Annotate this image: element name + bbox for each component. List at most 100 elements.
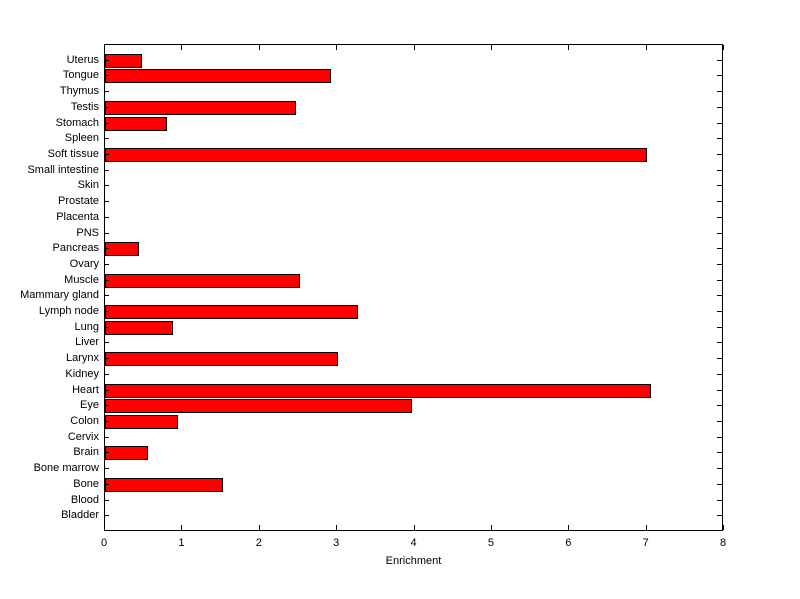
y-tick-mark-left [104, 123, 109, 124]
y-tick-mark-left [104, 107, 109, 108]
y-tick-mark-right [717, 342, 722, 343]
y-tick-mark-left [104, 342, 109, 343]
y-tick-label: Spleen [64, 132, 99, 145]
bar-pancreas [105, 242, 140, 257]
y-tick-label: Stomach [55, 116, 99, 129]
y-tick-mark-right [717, 295, 722, 296]
y-tick-mark-right [717, 484, 722, 485]
x-tick-mark-top [181, 45, 182, 50]
x-tick-label: 8 [719, 537, 727, 549]
y-tick-label: Liver [75, 336, 99, 349]
y-tick-label: Thymus [59, 85, 99, 98]
x-axis-label: Enrichment [385, 555, 442, 567]
x-tick-mark-top [491, 45, 492, 50]
y-tick-mark-left [104, 201, 109, 202]
y-tick-mark-right [717, 60, 722, 61]
bar-bone [105, 477, 223, 492]
y-tick-mark-left [104, 233, 109, 234]
plot-area [104, 44, 723, 531]
x-tick-label: 6 [565, 537, 572, 549]
x-tick-mark-bottom [181, 525, 182, 530]
bar-eye [105, 399, 412, 414]
x-tick-label: 0 [100, 537, 108, 549]
x-tick-label: 7 [642, 537, 649, 549]
x-tick-mark-top [104, 45, 105, 50]
y-tick-mark-left [104, 154, 109, 155]
y-tick-label: Bone [73, 477, 99, 490]
y-tick-mark-right [717, 217, 722, 218]
y-tick-mark-right [717, 452, 722, 453]
y-tick-mark-left [104, 295, 109, 296]
bar-testis [105, 100, 296, 115]
y-tick-mark-right [717, 91, 722, 92]
y-tick-mark-right [717, 248, 722, 249]
y-tick-mark-right [717, 233, 722, 234]
y-tick-mark-right [717, 280, 722, 281]
y-tick-mark-left [104, 185, 109, 186]
y-tick-mark-right [717, 185, 722, 186]
bar-muscle [105, 273, 300, 288]
y-tick-mark-left [104, 327, 109, 328]
y-tick-mark-left [104, 170, 109, 171]
y-tick-mark-right [717, 437, 722, 438]
y-tick-label: Soft tissue [47, 147, 99, 160]
y-tick-mark-right [717, 311, 722, 312]
y-tick-label: Larynx [65, 352, 99, 365]
y-tick-mark-right [717, 358, 722, 359]
y-tick-label: Colon [70, 415, 99, 428]
y-tick-mark-left [104, 264, 109, 265]
y-tick-label: Blood [70, 493, 99, 506]
y-tick-label: Brain [73, 446, 99, 459]
y-tick-label: Prostate [58, 195, 99, 208]
bar-stomach [105, 116, 168, 131]
y-tick-mark-right [717, 374, 722, 375]
y-tick-mark-left [104, 468, 109, 469]
bar-tongue [105, 69, 331, 84]
y-tick-mark-left [104, 358, 109, 359]
y-tick-label: Ovary [69, 257, 99, 270]
y-tick-mark-left [104, 217, 109, 218]
x-tick-mark-top [723, 45, 724, 50]
y-tick-label: Testis [70, 100, 99, 113]
y-tick-mark-left [104, 515, 109, 516]
x-tick-mark-top [336, 45, 337, 50]
bar-lung [105, 320, 173, 335]
y-tick-label: Skin [77, 179, 99, 192]
x-tick-mark-top [568, 45, 569, 50]
x-tick-label: 3 [333, 537, 340, 549]
y-tick-label: PNS [76, 226, 99, 239]
y-tick-mark-right [717, 201, 722, 202]
x-tick-label: 4 [410, 537, 417, 549]
y-tick-label: Bladder [61, 509, 99, 522]
y-tick-mark-right [717, 154, 722, 155]
x-tick-mark-bottom [723, 525, 724, 530]
x-tick-mark-top [646, 45, 647, 50]
x-tick-mark-top [414, 45, 415, 50]
y-tick-mark-left [104, 484, 109, 485]
y-tick-mark-right [717, 75, 722, 76]
bar-larynx [105, 352, 339, 367]
y-tick-mark-left [104, 452, 109, 453]
y-tick-mark-right [717, 327, 722, 328]
x-tick-mark-bottom [104, 525, 105, 530]
y-tick-mark-left [104, 421, 109, 422]
x-tick-label: 1 [178, 537, 185, 549]
y-tick-mark-right [717, 123, 722, 124]
y-tick-mark-left [104, 437, 109, 438]
y-tick-label: Uterus [66, 53, 99, 66]
y-tick-label: Mammary gland [20, 289, 99, 302]
bar-colon [105, 415, 178, 430]
y-tick-mark-left [104, 390, 109, 391]
y-tick-mark-left [104, 138, 109, 139]
y-tick-mark-left [104, 280, 109, 281]
y-tick-mark-right [717, 500, 722, 501]
bar-soft-tissue [105, 147, 647, 162]
y-tick-label: Kidney [65, 367, 99, 380]
x-tick-mark-bottom [568, 525, 569, 530]
y-tick-mark-right [717, 390, 722, 391]
y-tick-mark-right [717, 138, 722, 139]
y-tick-mark-right [717, 107, 722, 108]
y-tick-label: Small intestine [27, 163, 99, 176]
y-tick-mark-left [104, 248, 109, 249]
